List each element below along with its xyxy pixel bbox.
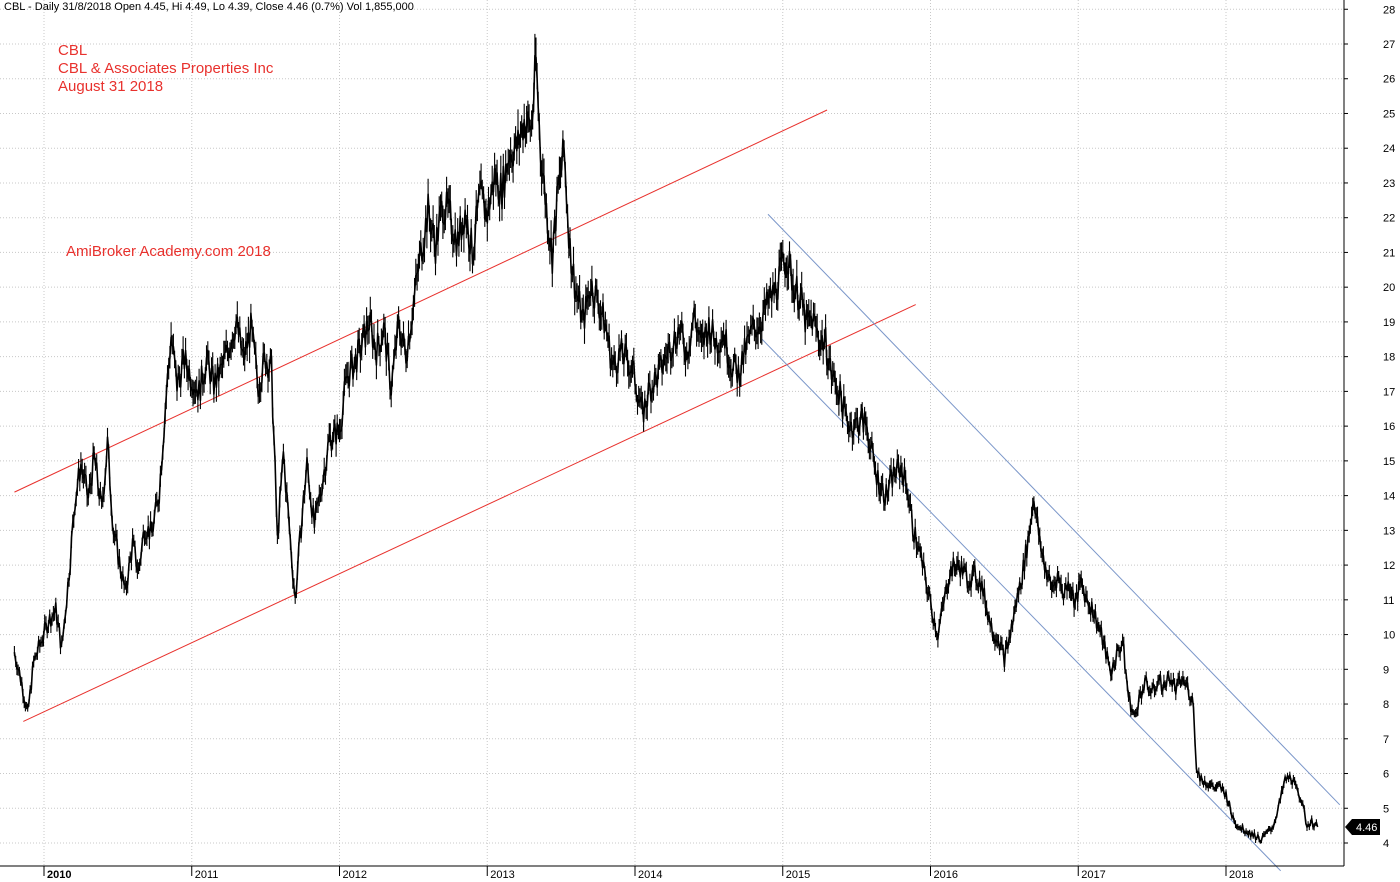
y-tick-label: 26 <box>1383 74 1395 86</box>
y-tick-label: 6 <box>1383 769 1389 781</box>
y-tick-label: 20 <box>1383 282 1395 294</box>
y-tick-label: 14 <box>1383 491 1395 503</box>
y-tick-label: 7 <box>1383 734 1389 746</box>
y-tick-label: 12 <box>1383 560 1395 572</box>
y-tick-label: 4 <box>1383 838 1389 850</box>
chart-header-summary: CBL - Daily 31/8/2018 Open 4.45, Hi 4.49… <box>4 1 414 13</box>
y-tick-label: 5 <box>1383 803 1389 815</box>
y-tick-label: 27 <box>1383 39 1395 51</box>
y-tick-label: 16 <box>1383 421 1395 433</box>
y-tick-label: 15 <box>1383 456 1395 468</box>
price-line <box>13 54 1319 843</box>
y-tick-label: 19 <box>1383 317 1395 329</box>
x-tick-label: 2016 <box>934 869 958 881</box>
last-price-badge-shape <box>1345 819 1380 836</box>
price-series <box>13 33 1319 844</box>
trend-channels <box>14 109 1341 872</box>
up-channel-lower-line <box>23 304 916 722</box>
y-tick-label: 13 <box>1383 525 1395 537</box>
x-tick-label: 2011 <box>195 869 219 881</box>
up-channel-upper-line <box>14 109 828 493</box>
x-tick-label: 2010 <box>47 869 71 881</box>
down-channel-lower-line <box>761 338 1282 872</box>
price-range-bars <box>13 33 1317 844</box>
y-tick-label: 22 <box>1383 213 1395 225</box>
x-tick-label: 2018 <box>1229 869 1253 881</box>
annotation-company: CBL & Associates Properties Inc <box>58 60 274 77</box>
annotation-watermark: AmiBroker Academy.com 2018 <box>66 243 271 260</box>
y-tick-label: 9 <box>1383 664 1389 676</box>
grid-lines <box>0 0 1344 866</box>
y-tick-label: 24 <box>1383 143 1395 155</box>
x-tick-label: 2012 <box>343 869 367 881</box>
last-price-badge: 4.46 <box>1345 819 1380 836</box>
x-tick-label: 2015 <box>786 869 810 881</box>
annotation-date: August 31 2018 <box>58 78 164 95</box>
x-axis: 2010 2011 2012 2013 2014 2015 2016 2017 2018 <box>0 865 1344 881</box>
y-tick-label: 8 <box>1383 699 1389 711</box>
x-tick-label: 2014 <box>638 869 662 881</box>
y-tick-label: 10 <box>1383 630 1395 642</box>
y-tick-label: 18 <box>1383 352 1395 364</box>
y-tick-label: 17 <box>1383 386 1395 398</box>
y-axis: 4 5 6 7 8 9 10 11 12 13 14 15 16 17 18 19 20 21 22 23 24 25 26… <box>1343 0 1395 866</box>
y-tick-label: 23 <box>1383 178 1395 190</box>
last-price-label: 4.46 <box>1356 822 1377 834</box>
y-tick-label: 11 <box>1383 595 1394 607</box>
y-tick-label: 21 <box>1383 247 1395 259</box>
y-tick-label: 28 <box>1383 4 1395 16</box>
annotation-ticker: CBL <box>58 42 88 59</box>
y-tick-label: 25 <box>1383 108 1395 120</box>
down-channel-upper-line <box>767 213 1341 806</box>
x-tick-label: 2013 <box>490 869 514 881</box>
x-tick-label: 2017 <box>1081 869 1105 881</box>
